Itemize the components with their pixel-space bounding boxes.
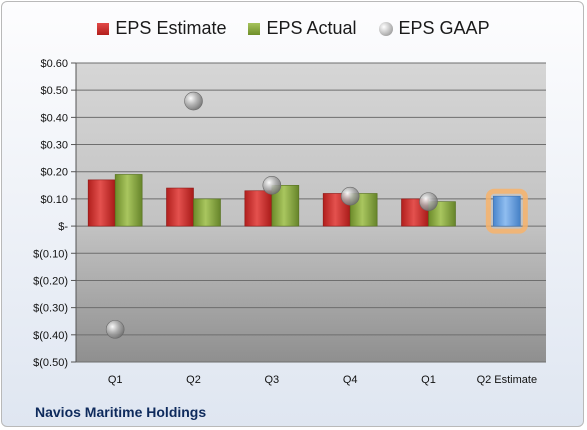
y-tick-label: $0.10 bbox=[40, 194, 68, 206]
legend-swatch-estimate bbox=[97, 22, 110, 35]
x-tick-label: Q4 bbox=[343, 374, 358, 386]
legend-item-actual: EPS Actual bbox=[248, 18, 357, 39]
bar-estimate bbox=[493, 195, 521, 227]
x-tick-label: Q1 bbox=[421, 374, 436, 386]
y-tick-label: $(0.20) bbox=[33, 275, 68, 287]
bar-estimate bbox=[244, 190, 273, 227]
legend-item-gaap: EPS GAAP bbox=[378, 18, 490, 39]
legend-label-actual: EPS Actual bbox=[266, 18, 357, 38]
company-title: Navios Maritime Holdings bbox=[35, 404, 207, 420]
y-tick-label: $(0.50) bbox=[33, 357, 68, 369]
y-tick-label: $(0.10) bbox=[33, 248, 68, 260]
x-tick-label: Q3 bbox=[264, 374, 279, 386]
x-tick-label: Q1 bbox=[108, 374, 123, 386]
x-tick-label: Q2 Estimate bbox=[477, 374, 538, 386]
y-tick-label: $- bbox=[58, 221, 68, 233]
y-tick-label: $0.30 bbox=[40, 140, 68, 152]
bar-estimate bbox=[87, 179, 116, 227]
y-tick-label: $0.50 bbox=[40, 85, 68, 97]
bar-actual bbox=[193, 198, 221, 227]
y-tick-label: $(0.30) bbox=[33, 303, 68, 315]
y-tick-label: $(0.40) bbox=[33, 330, 68, 342]
legend-item-estimate: EPS Estimate bbox=[97, 18, 226, 39]
y-tick-label: $0.40 bbox=[40, 112, 68, 124]
legend-swatch-gaap bbox=[378, 21, 393, 36]
gaap-point bbox=[262, 176, 282, 195]
gaap-point bbox=[105, 320, 125, 339]
legend-label-gaap: EPS GAAP bbox=[398, 18, 490, 38]
legend-label-estimate: EPS Estimate bbox=[115, 18, 227, 38]
y-tick-label: $0.60 bbox=[40, 58, 68, 70]
gaap-point bbox=[340, 186, 360, 206]
plot-area bbox=[76, 63, 546, 362]
gaap-point bbox=[184, 91, 203, 111]
y-tick-label: $0.20 bbox=[40, 167, 68, 179]
gaap-point bbox=[419, 192, 438, 211]
legend-swatch-actual bbox=[248, 22, 261, 35]
eps-chart: $0.60 $0.50 $0.40 $0.30 $0.20 $0.10 $- $(0.10) $… bbox=[33, 58, 546, 386]
highlight-glow bbox=[485, 188, 528, 234]
bar-actual bbox=[271, 185, 300, 227]
x-tick-label: Q2 bbox=[186, 374, 201, 386]
bar-actual bbox=[114, 174, 143, 227]
bar-estimate bbox=[166, 187, 194, 227]
legend: EPS Estimate EPS Actual EPS GAAP bbox=[2, 18, 583, 39]
